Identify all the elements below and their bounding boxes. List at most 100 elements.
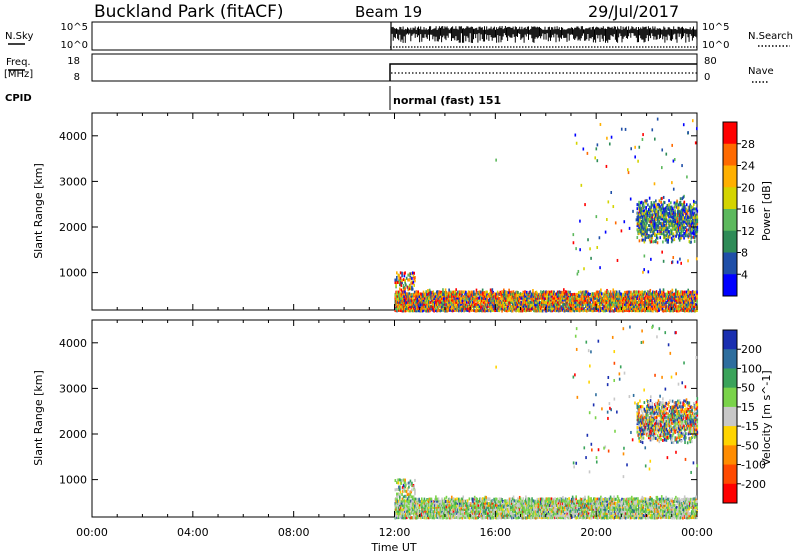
- data-cell: [662, 213, 665, 217]
- data-cell: [420, 501, 423, 505]
- data-cell: [570, 308, 572, 312]
- data-cell: [481, 309, 484, 313]
- data-cell: [628, 294, 630, 298]
- data-cell: [596, 159, 599, 163]
- data-cell: [614, 221, 617, 225]
- data-cell: [473, 302, 475, 306]
- data-cell: [638, 309, 641, 313]
- data-cell: [635, 304, 637, 308]
- data-cell: [408, 299, 411, 303]
- data-cell: [652, 297, 654, 301]
- data-cell: [409, 505, 412, 509]
- data-cell: [554, 303, 556, 307]
- data-cell: [412, 280, 415, 284]
- data-cell: [403, 308, 405, 312]
- data-cell: [586, 298, 589, 302]
- data-cell: [660, 230, 662, 234]
- data-cell: [616, 298, 619, 302]
- data-cell: [695, 228, 698, 232]
- data-cell: [609, 290, 612, 294]
- data-cell: [409, 294, 412, 298]
- data-cell: [685, 217, 688, 221]
- data-cell: [620, 298, 622, 302]
- nsky-label: N.Sky: [5, 31, 33, 42]
- data-cell: [457, 298, 459, 302]
- data-cell: [591, 296, 593, 300]
- data-cell: [617, 309, 620, 313]
- data-cell: [418, 499, 420, 503]
- data-cell: [603, 309, 606, 313]
- data-cell: [643, 221, 646, 225]
- data-cell: [607, 298, 609, 302]
- data-cell: [616, 303, 619, 307]
- data-cell: [403, 506, 405, 510]
- data-cell: [676, 305, 679, 309]
- data-cell: [637, 222, 639, 226]
- data-cell: [647, 270, 650, 274]
- data-cell: [543, 306, 546, 310]
- data-cell: [507, 301, 510, 305]
- data-cell: [614, 294, 616, 298]
- data-cell: [677, 294, 680, 298]
- data-cell: [693, 236, 696, 240]
- data-cell: [442, 302, 444, 306]
- data-cell: [440, 294, 442, 298]
- data-cell: [647, 217, 649, 221]
- data-cell: [685, 214, 687, 218]
- data-cell: [403, 306, 405, 310]
- data-cell: [653, 201, 655, 205]
- data-cell: [425, 290, 427, 294]
- data-cell: [640, 297, 643, 301]
- data-cell: [603, 306, 606, 310]
- data-cell: [435, 290, 438, 294]
- data-cell: [636, 305, 638, 309]
- data-cell: [644, 236, 647, 240]
- data-cell: [416, 290, 419, 294]
- data-cell: [436, 305, 439, 309]
- data-cell: [687, 298, 690, 302]
- data-cell: [548, 303, 550, 307]
- data-cell: [566, 302, 569, 306]
- data-cell: [683, 290, 686, 294]
- data-cell: [398, 292, 400, 296]
- data-cell: [507, 307, 510, 311]
- data-cell: [539, 295, 541, 299]
- data-cell: [636, 297, 638, 301]
- data-cell: [662, 213, 664, 217]
- data-cell: [659, 230, 662, 234]
- data-cell: [677, 220, 679, 224]
- data-cell: [415, 290, 418, 294]
- data-cell: [676, 300, 679, 304]
- data-cell: [402, 301, 405, 305]
- data-cell: [580, 307, 583, 311]
- data-cell: [396, 511, 398, 515]
- data-cell: [681, 213, 684, 217]
- data-cell: [612, 292, 615, 296]
- data-cell: [522, 302, 525, 306]
- data-cell: [653, 209, 655, 213]
- data-cell: [634, 145, 636, 149]
- data-cell: [443, 298, 445, 302]
- data-cell: [494, 294, 496, 298]
- data-cell: [586, 300, 589, 304]
- data-cell: [489, 294, 492, 298]
- data-cell: [441, 305, 443, 309]
- data-cell: [674, 292, 676, 296]
- data-cell: [480, 290, 482, 294]
- data-cell: [682, 295, 684, 299]
- data-cell: [629, 307, 631, 311]
- data-cell: [512, 302, 515, 306]
- data-cell: [622, 294, 624, 298]
- data-cell: [641, 298, 644, 302]
- data-cell: [407, 294, 410, 298]
- data-cell: [641, 231, 644, 235]
- data-cell: [607, 294, 609, 298]
- data-cell: [664, 238, 667, 242]
- data-cell: [507, 305, 510, 309]
- data-cell: [652, 292, 654, 296]
- data-cell: [394, 300, 397, 304]
- data-cell: [667, 292, 669, 296]
- data-cell: [570, 294, 573, 298]
- data-cell: [545, 309, 547, 313]
- data-cell: [605, 297, 607, 301]
